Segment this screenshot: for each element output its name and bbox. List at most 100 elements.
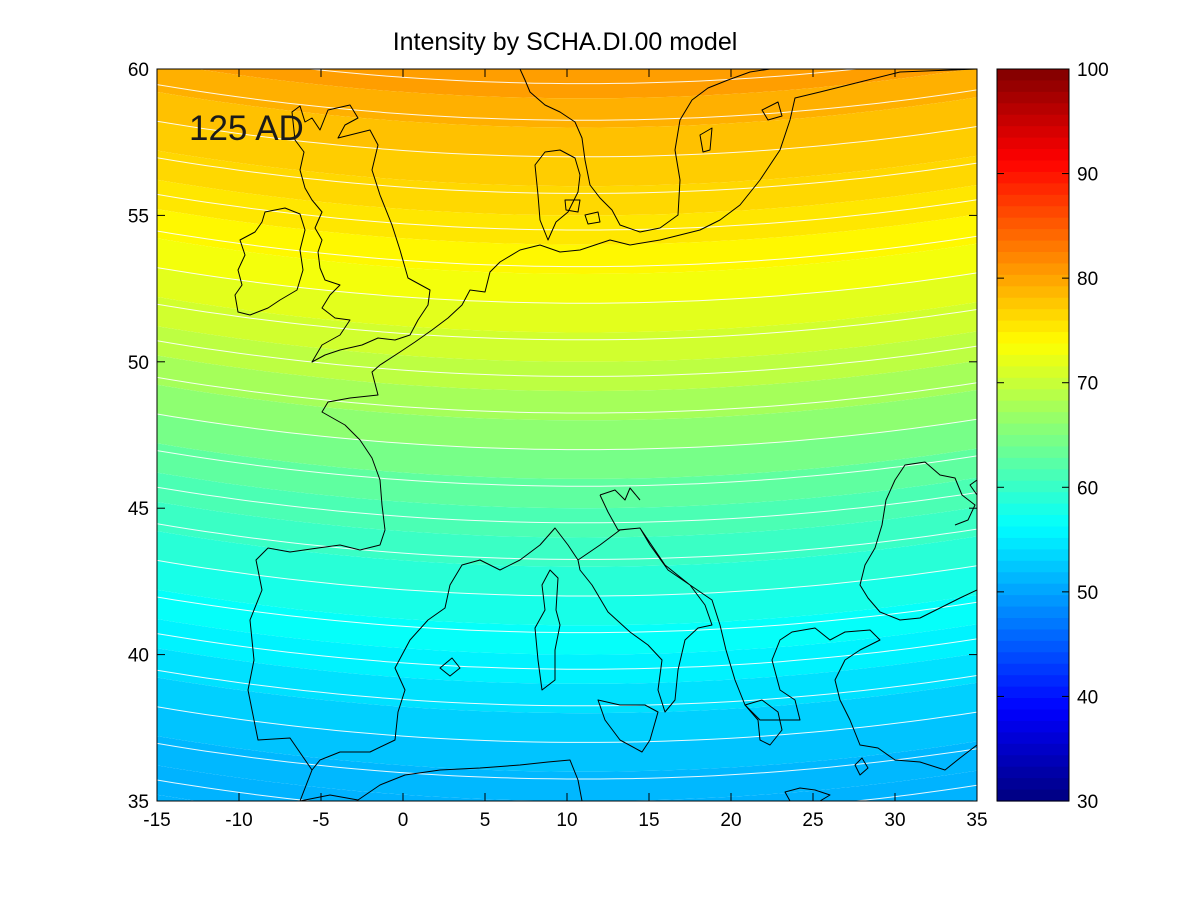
x-tick-label: -10	[225, 810, 252, 831]
contour-line	[157, 413, 977, 451]
colorbar-swatch	[997, 640, 1069, 653]
colorbar-swatch	[997, 114, 1069, 127]
intensity-band	[157, 179, 977, 245]
colorbar-swatch	[997, 69, 1069, 82]
coast-continent	[247, 69, 977, 801]
coast-iberia-south	[311, 527, 579, 771]
colorbar-ticks: 100 90 80 70 60 50 40 30	[997, 60, 1109, 813]
colorbar-swatch	[997, 320, 1069, 333]
coast-balkans-greece	[744, 627, 977, 771]
colorbar-swatch	[997, 332, 1069, 345]
contour-lines	[157, 69, 977, 801]
colorbar-swatch	[997, 229, 1069, 242]
y-tick-label: 60	[128, 60, 149, 81]
colorbar: 100 90 80 70 60 50 40 30	[996, 60, 1109, 813]
intensity-band	[157, 589, 977, 655]
colorbar-swatch	[997, 652, 1069, 665]
colorbar-swatch	[997, 309, 1069, 322]
colorbar-swatch	[997, 537, 1069, 550]
colorbar-swatch	[997, 412, 1069, 425]
coast-north-africa	[299, 759, 583, 801]
y-axis: 60 55 50 45 40 35	[128, 60, 977, 813]
contour-line	[157, 559, 977, 597]
contour-line	[157, 303, 977, 341]
colorbar-swatch	[997, 354, 1069, 367]
colorbar-swatch	[997, 263, 1069, 276]
contour-line	[305, 69, 862, 85]
intensity-band	[124, 848, 1010, 900]
coast-balearics	[439, 657, 461, 677]
colorbar-swatch	[997, 149, 1069, 162]
coastlines	[234, 69, 977, 801]
intensity-band	[157, 355, 977, 421]
colorbar-swatch	[997, 732, 1069, 745]
contour-line	[157, 157, 977, 194]
colorbar-swatch	[997, 160, 1069, 173]
y-tick-label: 35	[128, 792, 149, 813]
colorbar-swatch	[997, 675, 1069, 688]
intensity-band	[157, 238, 977, 304]
colorbar-tick-label: 40	[1077, 687, 1098, 708]
contour-line	[157, 376, 977, 414]
colorbar-tick-label: 90	[1077, 165, 1098, 186]
coast-sardinia-corsica	[534, 569, 561, 691]
intensity-band	[157, 267, 977, 333]
colorbar-swatch	[997, 377, 1069, 390]
colorbar-swatch	[997, 686, 1069, 699]
colorbar-swatch	[997, 400, 1069, 413]
y-tick-label: 45	[128, 499, 149, 520]
intensity-band	[157, 677, 977, 743]
colorbar-swatch	[997, 457, 1069, 470]
y-tick-label: 50	[128, 353, 149, 374]
intensity-bands	[124, 0, 1010, 900]
map-panel: 125 AD	[124, 0, 1010, 900]
x-tick-label: 10	[556, 810, 577, 831]
intensity-band	[124, 0, 1010, 10]
colorbar-swatch	[997, 469, 1069, 482]
y-tick-label: 55	[128, 206, 149, 227]
coast-ireland	[234, 207, 306, 316]
colorbar-swatch	[997, 480, 1069, 493]
colorbar-swatch	[997, 526, 1069, 539]
coast-scandinavia	[519, 69, 771, 233]
coast-black-sea	[859, 461, 977, 621]
contour-line	[157, 669, 977, 707]
contour-line	[157, 84, 977, 121]
contour-line	[157, 450, 977, 487]
colorbar-swatch	[997, 789, 1069, 802]
intensity-band	[157, 296, 977, 362]
intensity-band	[157, 648, 977, 714]
contour-line	[157, 596, 977, 634]
colorbar-swatch	[997, 698, 1069, 711]
colorbar-swatch	[997, 297, 1069, 310]
intensity-band	[157, 619, 977, 684]
colorbar-swatch	[997, 549, 1069, 562]
colorbar-swatch	[997, 595, 1069, 608]
intensity-band	[157, 326, 977, 392]
coast-denmark	[534, 149, 581, 241]
colorbar-swatch	[997, 435, 1069, 448]
x-tick-label: -15	[143, 810, 170, 831]
coast-crete	[784, 757, 869, 801]
intensity-band	[157, 560, 977, 626]
x-tick-label: 0	[398, 810, 409, 831]
colorbar-swatch	[997, 137, 1069, 150]
contour-line	[157, 523, 977, 560]
colorbar-tick-label: 70	[1077, 374, 1098, 395]
colorbar-swatch	[997, 217, 1069, 230]
colorbar-swatch	[997, 755, 1069, 768]
colorbar-tick-label: 60	[1077, 478, 1098, 499]
colorbar-swatch	[997, 240, 1069, 253]
contour-line	[157, 267, 977, 304]
colorbar-swatch	[997, 423, 1069, 436]
intensity-band	[157, 443, 977, 509]
contour-line	[157, 230, 977, 268]
colorbar-swatch	[997, 503, 1069, 516]
colorbar-swatch	[997, 446, 1069, 459]
intensity-band	[157, 472, 977, 538]
contour-line	[157, 706, 977, 743]
colorbar-swatch	[997, 126, 1069, 139]
intensity-band	[157, 150, 977, 216]
colorbar-swatch	[997, 171, 1069, 184]
